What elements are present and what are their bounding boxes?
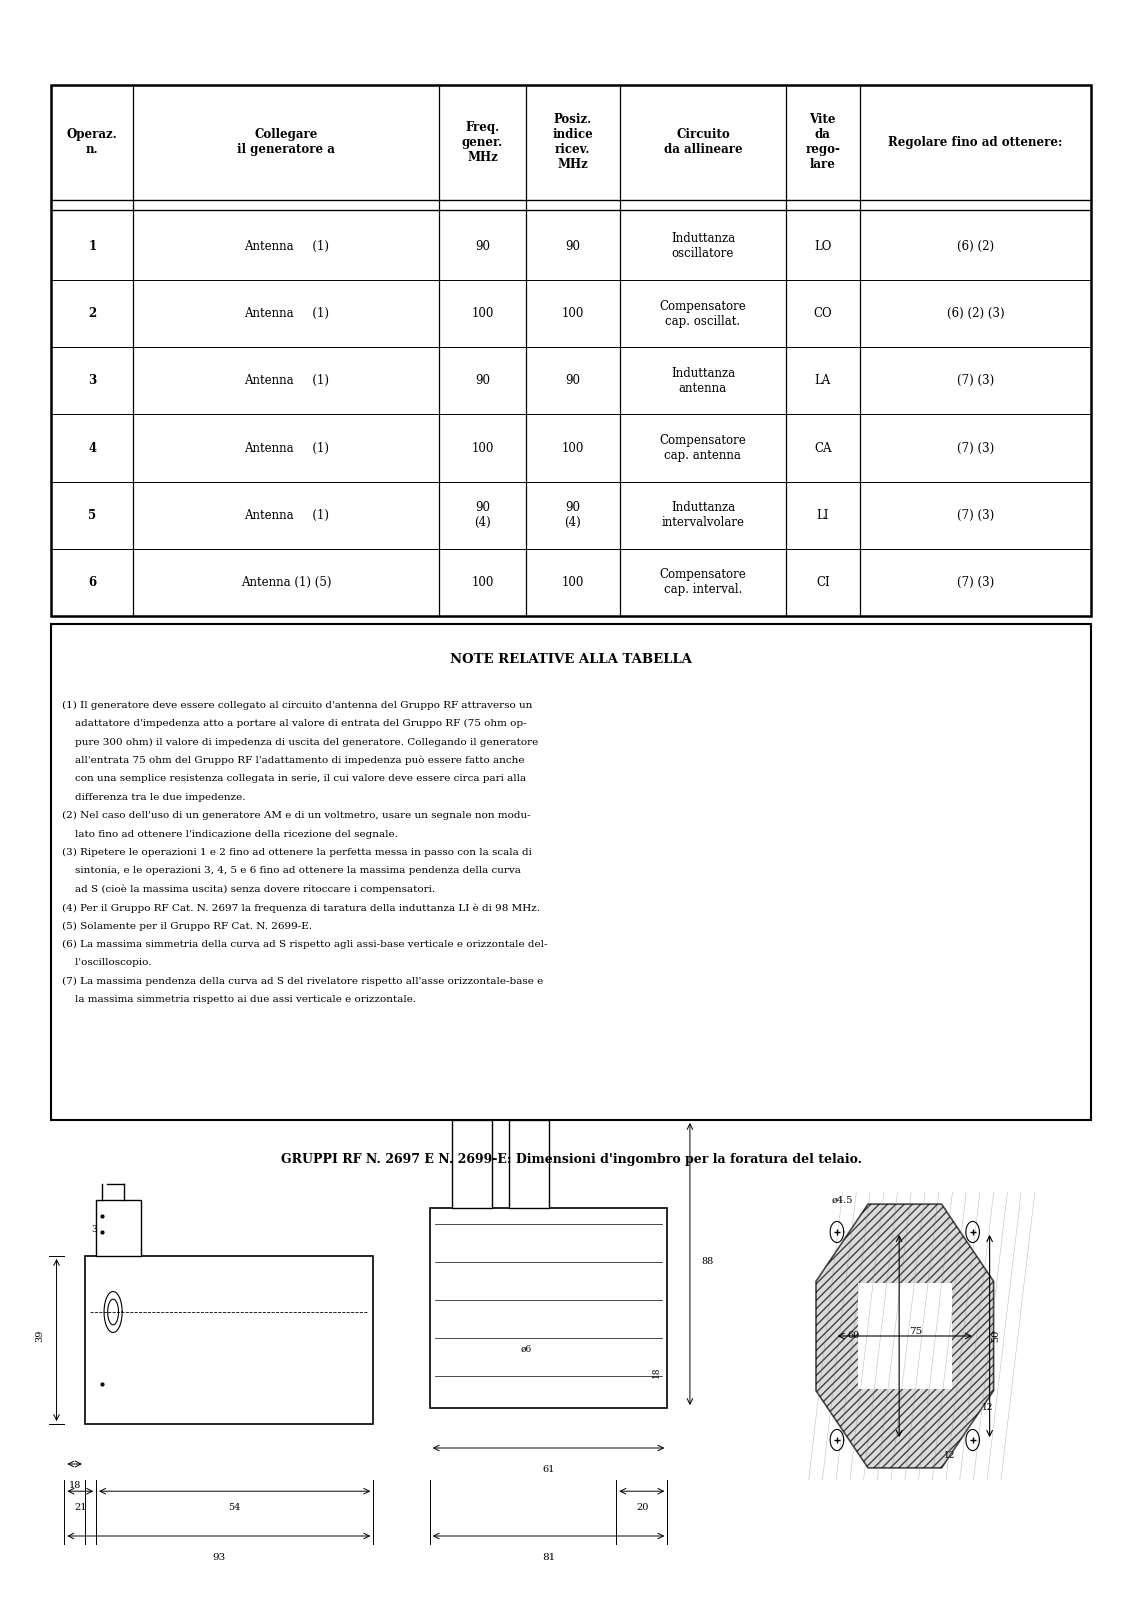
- Text: Circuito
da allineare: Circuito da allineare: [664, 128, 742, 157]
- Text: 90: 90: [566, 240, 580, 253]
- Bar: [509, 1120, 549, 1208]
- Text: Compensatore
cap. oscillat.: Compensatore cap. oscillat.: [659, 299, 746, 328]
- Text: 100: 100: [472, 307, 493, 320]
- Text: Antenna     (1): Antenna (1): [243, 509, 329, 522]
- Text: con una semplice resistenza collegata in serie, il cui valore deve essere circa : con una semplice resistenza collegata in…: [62, 774, 526, 784]
- Text: Operaz.
n.: Operaz. n.: [67, 128, 118, 157]
- Text: 3: 3: [92, 1226, 96, 1234]
- Text: differenza tra le due impedenze.: differenza tra le due impedenze.: [62, 792, 245, 802]
- Text: 60: 60: [847, 1331, 860, 1341]
- Text: la massima simmetria rispetto ai due assi verticale e orizzontale.: la massima simmetria rispetto ai due ass…: [62, 995, 416, 1005]
- Text: ad S (cioè la massima uscita) senza dovere ritoccare i compensatori.: ad S (cioè la massima uscita) senza dove…: [62, 885, 435, 894]
- Text: 93: 93: [213, 1554, 225, 1562]
- Bar: [51, 624, 1091, 1120]
- Polygon shape: [815, 1205, 994, 1467]
- Text: (7) (3): (7) (3): [957, 442, 994, 454]
- Text: CO: CO: [813, 307, 832, 320]
- Text: adattatore d'impedenza atto a portare al valore di entrata del Gruppo RF (75 ohm: adattatore d'impedenza atto a portare al…: [62, 720, 527, 728]
- Bar: [96, 1200, 141, 1256]
- Bar: [857, 1283, 952, 1389]
- Text: 21: 21: [74, 1504, 87, 1512]
- Text: 90
(4): 90 (4): [564, 501, 581, 530]
- Text: 100: 100: [562, 307, 584, 320]
- Text: (5) Solamente per il Gruppo RF Cat. N. 2699-E.: (5) Solamente per il Gruppo RF Cat. N. 2…: [62, 922, 312, 931]
- Text: 50: 50: [991, 1330, 1000, 1342]
- Text: (6) (2) (3): (6) (2) (3): [947, 307, 1004, 320]
- Text: 20: 20: [637, 1504, 648, 1512]
- Text: CI: CI: [815, 576, 830, 589]
- Text: GRUPPI RF N. 2697 E N. 2699-E: Dimensioni d'ingombro per la foratura del telaio.: GRUPPI RF N. 2697 E N. 2699-E: Dimension…: [280, 1154, 862, 1166]
- Text: (4) Per il Gruppo RF Cat. N. 2697 la frequenza di taratura della induttanza LI è: (4) Per il Gruppo RF Cat. N. 2697 la fre…: [62, 902, 541, 912]
- Text: l'oscilloscopio.: l'oscilloscopio.: [62, 958, 152, 968]
- Text: 2: 2: [88, 307, 96, 320]
- Text: Antenna     (1): Antenna (1): [243, 442, 329, 454]
- Text: CA: CA: [814, 442, 831, 454]
- Text: ø6: ø6: [520, 1346, 532, 1354]
- Text: 1: 1: [88, 240, 96, 253]
- Text: LO: LO: [814, 240, 831, 253]
- Text: LI: LI: [817, 509, 829, 522]
- Text: (2) Nel caso dell'uso di un generatore AM e di un voltmetro, usare un segnale no: (2) Nel caso dell'uso di un generatore A…: [62, 811, 530, 821]
- Text: 100: 100: [472, 576, 493, 589]
- Text: Induttanza
oscillatore: Induttanza oscillatore: [671, 232, 735, 261]
- Text: Vite
da
rego-
lare: Vite da rego- lare: [805, 114, 840, 171]
- Text: all'entrata 75 ohm del Gruppo RF l'adattamento di impedenza può essere fatto anc: all'entrata 75 ohm del Gruppo RF l'adatt…: [62, 755, 525, 765]
- Text: pure 300 ohm) il valore di impedenza di uscita del generatore. Collegando il gen: pure 300 ohm) il valore di impedenza di …: [62, 738, 538, 747]
- Text: (7) (3): (7) (3): [957, 374, 994, 387]
- Text: 54: 54: [228, 1504, 241, 1512]
- Text: Collegare
il generatore a: Collegare il generatore a: [238, 128, 335, 157]
- Text: Posiz.
indice
ricev.
MHz: Posiz. indice ricev. MHz: [552, 114, 594, 171]
- Text: (6) (2): (6) (2): [957, 240, 994, 253]
- Text: 3: 3: [88, 374, 96, 387]
- Text: ø4.5: ø4.5: [832, 1197, 853, 1205]
- Text: Freq.
gener.
MHz: Freq. gener. MHz: [461, 122, 503, 163]
- Text: Antenna     (1): Antenna (1): [243, 374, 329, 387]
- Text: 90: 90: [566, 374, 580, 387]
- Text: Antenna     (1): Antenna (1): [243, 307, 329, 320]
- Text: 100: 100: [562, 576, 584, 589]
- Text: 88: 88: [701, 1258, 714, 1266]
- Text: Antenna     (1): Antenna (1): [243, 240, 329, 253]
- Text: 81: 81: [542, 1554, 555, 1562]
- Text: Induttanza
antenna: Induttanza antenna: [671, 366, 735, 395]
- Text: NOTE RELATIVE ALLA TABELLA: NOTE RELATIVE ALLA TABELLA: [450, 653, 692, 666]
- Text: LA: LA: [814, 374, 831, 387]
- Text: (7) La massima pendenza della curva ad S del rivelatore rispetto all'asse orizzo: (7) La massima pendenza della curva ad S…: [62, 976, 544, 986]
- Text: 18: 18: [69, 1482, 80, 1490]
- Text: Regolare fino ad ottenere:: Regolare fino ad ottenere:: [888, 136, 1063, 149]
- Text: (3) Ripetere le operazioni 1 e 2 fino ad ottenere la perfetta messa in passo con: (3) Ripetere le operazioni 1 e 2 fino ad…: [62, 848, 532, 858]
- Text: (7) (3): (7) (3): [957, 576, 994, 589]
- Text: Compensatore
cap. interval.: Compensatore cap. interval.: [659, 568, 746, 597]
- Bar: [85, 1256, 373, 1424]
- Text: sintonia, e le operazioni 3, 4, 5 e 6 fino ad ottenere la massima pendenza della: sintonia, e le operazioni 3, 4, 5 e 6 fi…: [62, 866, 521, 875]
- Text: Induttanza
intervalvolare: Induttanza intervalvolare: [662, 501, 744, 530]
- Text: 75: 75: [909, 1326, 923, 1336]
- Text: 90: 90: [475, 240, 490, 253]
- Bar: [430, 1208, 667, 1408]
- Text: (1) Il generatore deve essere collegato al circuito d'antenna del Gruppo RF attr: (1) Il generatore deve essere collegato …: [62, 701, 533, 710]
- Text: 4: 4: [88, 442, 96, 454]
- Text: 39: 39: [35, 1330, 44, 1342]
- Bar: [452, 1120, 492, 1208]
- Text: 90
(4): 90 (4): [474, 501, 491, 530]
- Text: 100: 100: [562, 442, 584, 454]
- Text: 90: 90: [475, 374, 490, 387]
- Bar: [51, 85, 1091, 616]
- Text: 100: 100: [472, 442, 493, 454]
- Text: 12: 12: [982, 1403, 993, 1413]
- Text: 12: 12: [944, 1451, 956, 1461]
- Text: lato fino ad ottenere l'indicazione della ricezione del segnale.: lato fino ad ottenere l'indicazione dell…: [62, 829, 398, 838]
- Text: (6) La massima simmetria della curva ad S rispetto agli assi-base verticale e or: (6) La massima simmetria della curva ad …: [62, 939, 547, 949]
- Text: Compensatore
cap. antenna: Compensatore cap. antenna: [659, 434, 746, 462]
- Text: Antenna (1) (5): Antenna (1) (5): [241, 576, 331, 589]
- Text: 61: 61: [543, 1466, 554, 1474]
- Text: (7) (3): (7) (3): [957, 509, 994, 522]
- Text: 18: 18: [651, 1366, 661, 1378]
- Text: 5: 5: [88, 509, 96, 522]
- Text: 6: 6: [88, 576, 96, 589]
